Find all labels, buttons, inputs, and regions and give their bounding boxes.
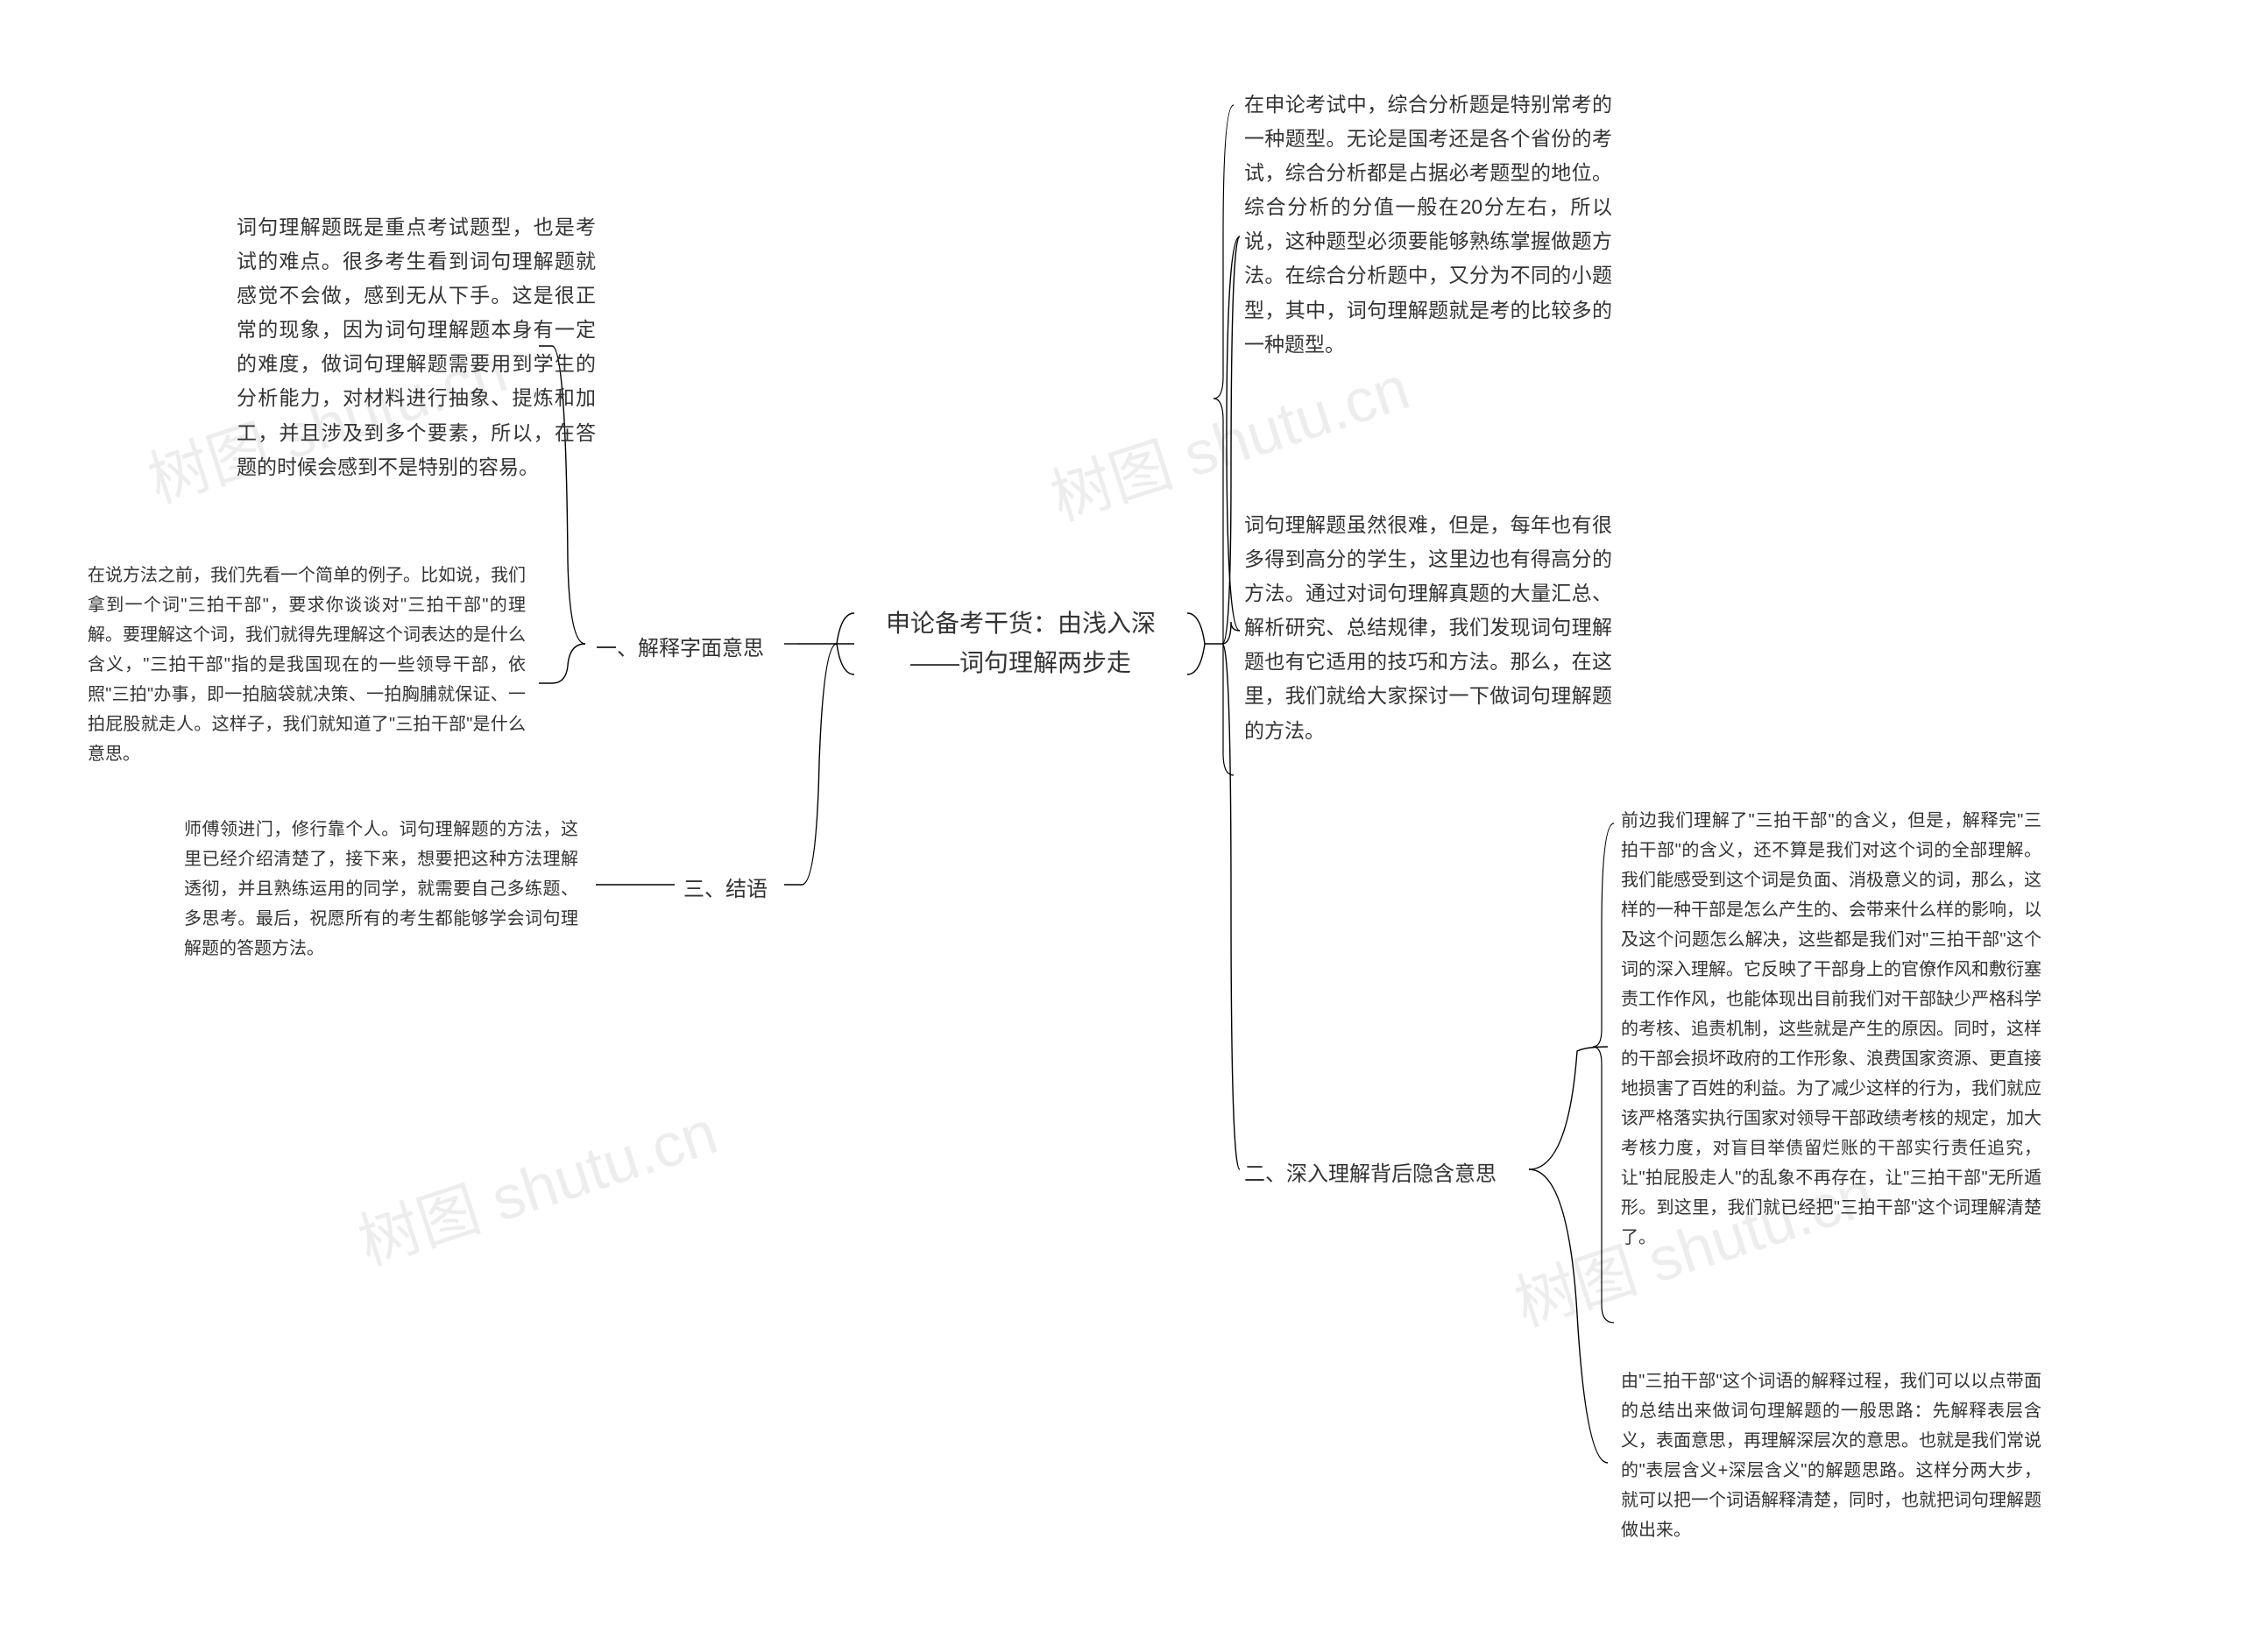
- root-line2: ——词句理解两步走: [859, 644, 1183, 683]
- left-branch-2-leaf-1: 师傅领进门，修行靠个人。词句理解题的方法，这里已经介绍清楚了，接下来，想要把这种…: [184, 815, 578, 964]
- leaf-text: 词句理解题既是重点考试题型，也是考试的难点。很多考生看到词句理解题就感觉不会做，…: [237, 215, 596, 478]
- leaf-text: 师傅领进门，修行靠个人。词句理解题的方法，这里已经介绍清楚了，接下来，想要把这种…: [184, 820, 578, 958]
- watermark-text: 树图 shutu.cn: [350, 1098, 725, 1277]
- branch-label: 三、结语: [683, 878, 768, 901]
- left-branch-1-label: 一、解释字面意思: [596, 631, 764, 661]
- root-node: 申论备考干货：由浅入深 ——词句理解两步走: [859, 604, 1183, 683]
- leaf-text: 前边我们理解了"三拍干部"的含义，但是，解释完"三拍干部"的含义，还不算是我们对…: [1621, 811, 2041, 1247]
- right-branch-2-leaf-1: 前边我们理解了"三拍干部"的含义，但是，解释完"三拍干部"的含义，还不算是我们对…: [1621, 806, 2041, 1253]
- right-top-leaf-1: 在申论考试中，综合分析题是特别常考的一种题型。无论是国考还是各个省份的考试，综合…: [1244, 88, 1612, 362]
- watermark-text: 树图 shutu.cn: [1043, 353, 1417, 533]
- leaf-text: 在申论考试中，综合分析题是特别常考的一种题型。无论是国考还是各个省份的考试，综合…: [1244, 93, 1612, 356]
- left-branch-2-label: 三、结语: [683, 872, 768, 902]
- leaf-text: 在说方法之前，我们先看一个简单的例子。比如说，我们拿到一个词"三拍干部"，要求你…: [88, 566, 526, 764]
- branch-label: 一、解释字面意思: [596, 637, 764, 660]
- leaf-text: 词句理解题虽然很难，但是，每年也有很多得到高分的学生，这里边也有得高分的方法。通…: [1244, 513, 1612, 742]
- right-branch-2-leaf-2: 由"三拍干部"这个词语的解释过程，我们可以以点带面的总结出来做词句理解题的一般思…: [1621, 1366, 2041, 1545]
- root-line1: 申论备考干货：由浅入深: [859, 604, 1183, 644]
- watermark: 树图 shutu.cn: [346, 1084, 727, 1282]
- right-branch-2-label: 二、深入理解背后隐含意思: [1244, 1156, 1497, 1187]
- left-branch-1-leaf-2: 在说方法之前，我们先看一个简单的例子。比如说，我们拿到一个词"三拍干部"，要求你…: [88, 561, 526, 769]
- right-top-leaf-2: 词句理解题虽然很难，但是，每年也有很多得到高分的学生，这里边也有得高分的方法。通…: [1244, 508, 1612, 748]
- left-branch-1-leaf-1: 词句理解题既是重点考试题型，也是考试的难点。很多考生看到词句理解题就感觉不会做，…: [237, 210, 596, 484]
- branch-label: 二、深入理解背后隐含意思: [1244, 1162, 1497, 1186]
- leaf-text: 由"三拍干部"这个词语的解释过程，我们可以以点带面的总结出来做词句理解题的一般思…: [1621, 1372, 2041, 1540]
